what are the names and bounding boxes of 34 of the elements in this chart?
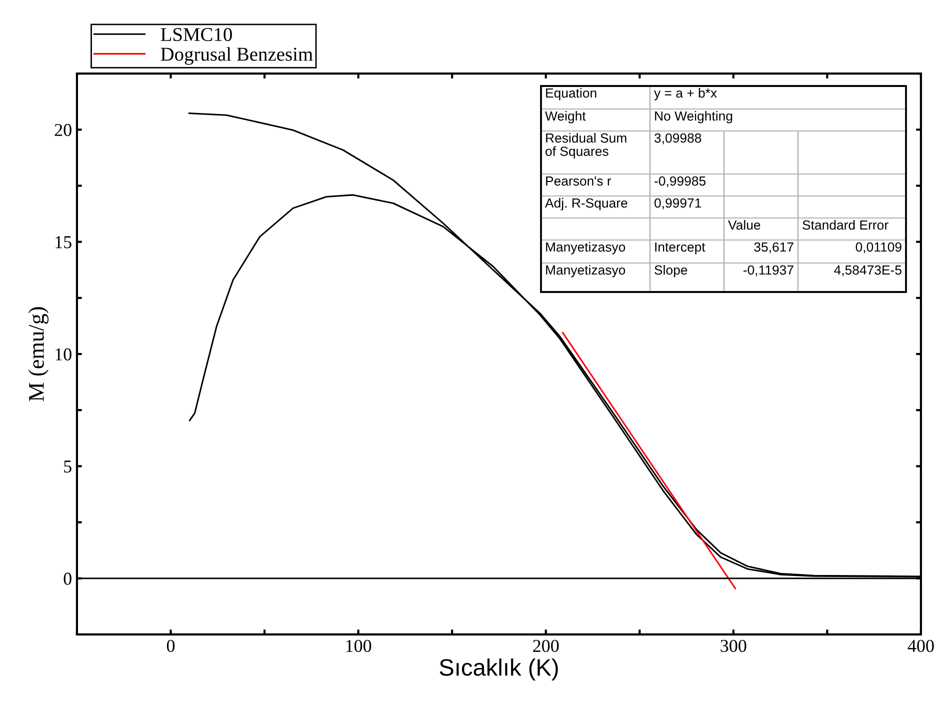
annotation: Pearson's r <box>546 176 612 186</box>
annotation: -0,11937 <box>743 265 794 276</box>
x-tick-label: 0 <box>166 640 175 652</box>
annotation: 0,01109 <box>856 242 902 254</box>
y-tick-label: 5 <box>64 460 72 473</box>
x-tick-label: 200 <box>533 640 559 652</box>
y-axis-title: M (emu/g) <box>28 307 48 402</box>
annotation: y = a + b*x <box>654 88 717 100</box>
y-tick-label: 10 <box>56 348 72 360</box>
annotation: Residual Sum of Squares <box>546 133 626 159</box>
annotation: 3,09988 <box>654 133 702 144</box>
annotation: 35,617 <box>754 242 794 254</box>
x-tick-label: 100 <box>346 640 372 652</box>
annotation: Manyetizasyo <box>546 265 626 278</box>
legend-label: LSMC10 <box>160 28 232 42</box>
x-tick-label: 400 <box>908 640 934 652</box>
annotation: No Weighting <box>655 111 732 124</box>
annotation: Value <box>728 220 760 230</box>
annotation: Manyetizasyo <box>546 242 626 254</box>
annotation: Weight <box>545 111 586 124</box>
annotation: Slope <box>654 265 688 278</box>
y-tick-label: 0 <box>64 572 72 585</box>
annotation: 0,99971 <box>654 198 702 210</box>
x-tick-label: 300 <box>720 640 746 652</box>
annotation: Adj. R-Square <box>545 198 628 210</box>
annotation: -0,99985 <box>654 176 706 188</box>
y-tick-label: 15 <box>56 236 72 248</box>
annotation: Intercept <box>655 242 706 254</box>
annotation: 4,58473E-5 <box>834 265 902 276</box>
x-axis-title: Sıcaklık (K) <box>440 658 558 680</box>
annotation: Standard Error <box>802 220 888 230</box>
annotation: Equation <box>546 88 596 100</box>
legend-label: Dogrusal Benzesim <box>160 47 313 65</box>
y-tick-label: 20 <box>54 124 72 136</box>
